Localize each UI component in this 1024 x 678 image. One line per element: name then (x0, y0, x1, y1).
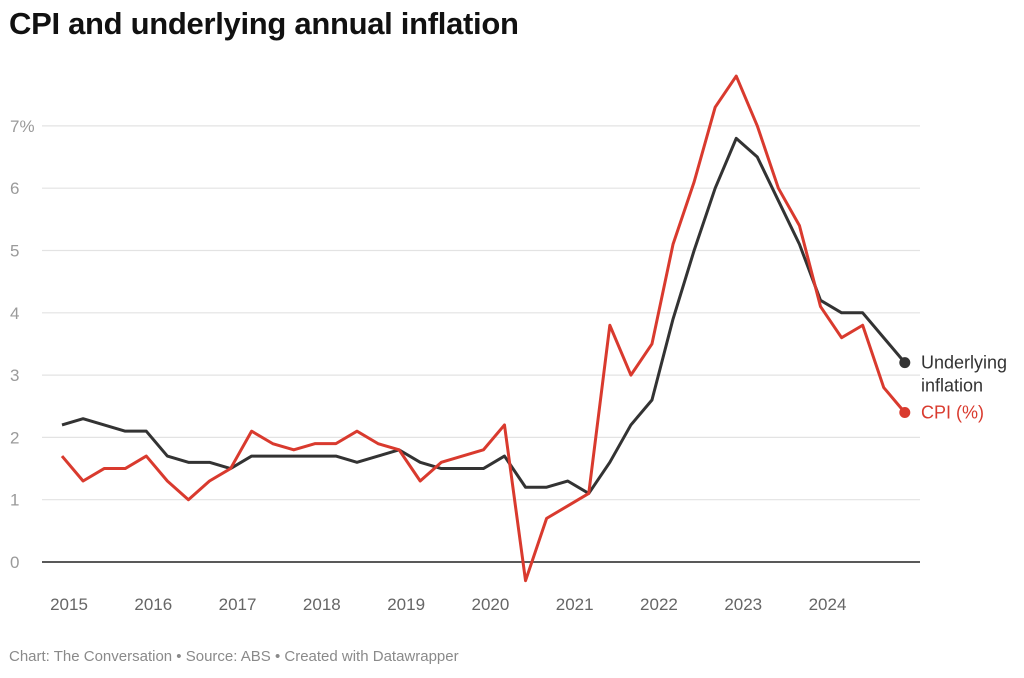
series-end-dot (899, 406, 911, 418)
x-tick-label: 2020 (471, 595, 509, 614)
series-line-cpi (60, 74, 906, 583)
x-tick-label: 2016 (134, 595, 172, 614)
y-tick-label: 3 (10, 366, 19, 385)
series-end-dot (899, 357, 911, 369)
y-tick-label: 6 (10, 179, 19, 198)
y-tick-label: 5 (10, 242, 19, 261)
x-tick-label: 2023 (724, 595, 762, 614)
x-tick-label: 2015 (50, 595, 88, 614)
y-tick-label: 1 (10, 491, 19, 510)
series-label: Underlying (921, 353, 1007, 373)
x-tick-label: 2017 (219, 595, 257, 614)
y-tick-label: 7% (10, 117, 35, 136)
chart-title: CPI and underlying annual inflation (9, 6, 519, 41)
y-tick-label: 4 (10, 304, 19, 323)
line-chart: 0 1 2 3 4 5 6 7% 2015 2016 2017 2018 2019 2020 2021 202… (10, 74, 1007, 614)
x-tick-label: 2022 (640, 595, 678, 614)
y-tick-label: 0 (10, 553, 19, 572)
y-tick-label: 2 (10, 428, 19, 447)
x-tick-label: 2018 (303, 595, 341, 614)
series-label: CPI (%) (921, 402, 984, 422)
series-label: inflation (921, 376, 983, 396)
x-tick-label: 2024 (809, 595, 847, 614)
x-tick-label: 2021 (556, 595, 594, 614)
chart-footer: Chart: The Conversation • Source: ABS • … (9, 648, 459, 665)
series-line-underlying (61, 136, 906, 495)
x-tick-label: 2019 (387, 595, 425, 614)
